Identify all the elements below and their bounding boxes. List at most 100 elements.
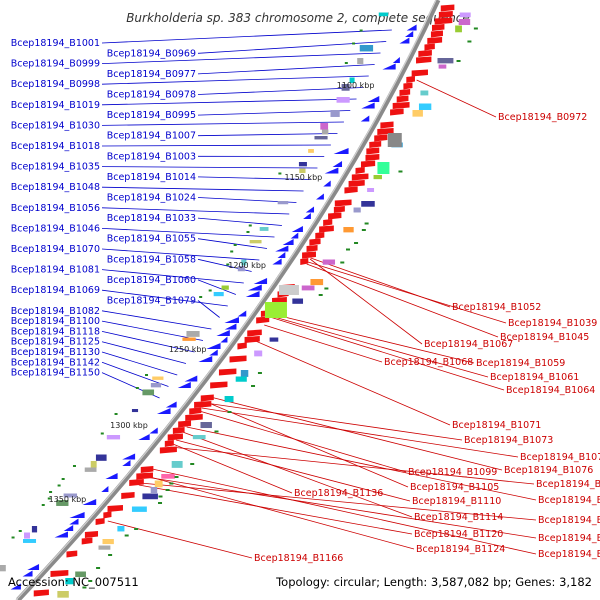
gene-label-right[interactable]: Bcep18194_B1103 <box>538 549 600 560</box>
feature-block-42 <box>412 110 423 117</box>
forward-gene-84 <box>291 226 303 232</box>
feature-block-22 <box>437 58 454 64</box>
reverse-gene-38 <box>392 102 410 109</box>
gene-label-left[interactable]: Bcep18194_B1019 <box>11 100 100 111</box>
gene-label-right[interactable]: Bcep18194_B1067 <box>424 339 513 350</box>
feature-block-30 <box>349 77 355 83</box>
gene-label-right[interactable]: Bcep18194_B1068 <box>384 357 473 368</box>
gene-label-left[interactable]: Bcep18194_B1070 <box>11 244 100 255</box>
gene-label-left[interactable]: Bcep18194_B1118 <box>11 326 100 337</box>
gene-label-left[interactable]: Bcep18194_B1007 <box>107 131 196 142</box>
reverse-gene-60 <box>355 167 365 174</box>
gene-label-right[interactable]: Bcep18194_B1071 <box>452 420 541 431</box>
forward-gene-139 <box>209 349 218 356</box>
gene-label-left[interactable]: Bcep18194_B1100 <box>11 316 100 327</box>
gene-label-right[interactable]: Bcep18194_B1114 <box>414 512 503 523</box>
gene-label-right[interactable]: Bcep18194_B1136 <box>294 488 383 499</box>
green-mark-98 <box>346 248 351 251</box>
reverse-gene-165 <box>185 414 203 421</box>
gene-label-left[interactable]: Bcep18194_B0995 <box>107 110 196 121</box>
reverse-gene-35 <box>396 95 409 103</box>
gene-label-left[interactable]: Bcep18194_B1018 <box>11 141 100 152</box>
gene-label-left[interactable]: Bcep18194_B1058 <box>107 254 196 265</box>
feature-block-210 <box>131 506 147 512</box>
gene-label-left[interactable]: Bcep18194_B1125 <box>11 337 100 348</box>
gene-label-right[interactable]: Bcep18194_B1120 <box>414 529 503 540</box>
gene-label-right[interactable]: Bcep18194_B1074 <box>520 452 600 463</box>
reverse-gene-20 <box>416 56 432 64</box>
gene-label-right[interactable]: Bcep18194_B1099 <box>408 467 497 478</box>
feature-block-105 <box>241 259 247 266</box>
gene-label-right[interactable]: Bcep18194_B1076 <box>504 465 593 476</box>
forward-gene-161 <box>156 408 171 414</box>
gene-label-left[interactable]: Bcep18194_B1055 <box>107 234 196 245</box>
feature-highlight-3 <box>387 133 402 147</box>
gene-label-left[interactable]: Bcep18194_B1130 <box>11 347 100 358</box>
reverse-gene-29 <box>406 76 415 83</box>
feature-block-140 <box>254 350 263 357</box>
gene-label-right[interactable]: Bcep18194_B1110 <box>412 496 501 507</box>
forward-gene-151 <box>177 382 191 388</box>
gene-label-right[interactable]: Bcep18194_B1064 <box>506 385 595 396</box>
gene-label-right[interactable]: Bcep18194_B1045 <box>500 332 589 343</box>
gene-label-left[interactable]: Bcep18194_B1081 <box>11 265 100 276</box>
feature-block-74 <box>277 201 289 205</box>
green-mark-194 <box>169 482 174 485</box>
gene-label-left[interactable]: Bcep18194_B1056 <box>11 203 100 214</box>
feature-block-227 <box>22 539 37 543</box>
gene-label-left[interactable]: Bcep18194_B1069 <box>11 285 100 296</box>
gene-label-right[interactable]: Bcep18194_B1166 <box>254 553 343 564</box>
green-mark-183 <box>190 463 195 465</box>
green-mark-87 <box>361 229 366 231</box>
gene-label-left[interactable]: Bcep18194_B1035 <box>11 162 100 173</box>
gene-label-left[interactable]: Bcep18194_B1024 <box>107 193 196 204</box>
gene-label-left[interactable]: Bcep18194_B1046 <box>11 223 100 234</box>
gene-label-left[interactable]: Bcep18194_B1150 <box>11 368 100 379</box>
green-mark-184 <box>72 465 76 467</box>
chromosome-backbone <box>16 0 441 600</box>
feature-block-167 <box>200 422 212 429</box>
green-mark-146 <box>145 374 149 376</box>
green-mark-199 <box>49 491 53 493</box>
gene-label-right[interactable]: Bcep18194_B1105 <box>410 482 499 493</box>
green-mark-63 <box>398 170 403 173</box>
reverse-gene-65 <box>351 173 369 181</box>
gene-label-left[interactable]: Bcep18194_B1003 <box>107 151 196 162</box>
gene-label-left[interactable]: Bcep18194_B0977 <box>107 69 196 80</box>
gene-label-left[interactable]: Bcep18194_B1030 <box>11 120 100 131</box>
green-mark-164 <box>114 413 118 415</box>
gene-label-right[interactable]: Bcep18194_B1059 <box>476 358 565 369</box>
gene-label-left[interactable]: Bcep18194_B1142 <box>11 357 100 368</box>
gene-label-right[interactable]: Bcep18194_B1061 <box>490 372 579 383</box>
gene-label-right[interactable]: Bcep18194_B1085 <box>538 495 600 506</box>
gene-label-left[interactable]: Bcep18194_B1082 <box>11 306 100 317</box>
gene-label-left[interactable]: Bcep18194_B1014 <box>107 172 196 183</box>
feature-block-144 <box>240 370 249 377</box>
gene-label-left[interactable]: Bcep18194_B0969 <box>107 48 196 59</box>
forward-gene-54 <box>333 148 349 154</box>
accession-text: Accession: NC_007511 <box>8 575 139 589</box>
forward-gene-36 <box>367 96 380 102</box>
gene-label-left[interactable]: Bcep18194_B1033 <box>107 213 196 224</box>
green-mark-81 <box>364 222 369 225</box>
forward-gene-21 <box>392 57 400 63</box>
gene-label-right[interactable]: Bcep18194_B1073 <box>464 435 553 446</box>
green-mark-163 <box>227 411 232 413</box>
gene-label-right[interactable]: Bcep18194_B1124 <box>416 544 505 555</box>
gene-label-left[interactable]: Bcep18194_B0998 <box>11 79 100 90</box>
forward-gene-61 <box>324 167 339 174</box>
gene-label-left[interactable]: Bcep18194_B0978 <box>107 90 196 101</box>
gene-label-right[interactable]: Bcep18194_B1090 <box>538 515 600 526</box>
gene-label-right[interactable]: Bcep18194_B1097 <box>538 533 600 544</box>
forward-gene-90 <box>290 232 299 239</box>
gene-label-left[interactable]: Bcep18194_B0999 <box>11 59 100 70</box>
gene-label-left[interactable]: Bcep18194_B1048 <box>11 182 100 193</box>
gene-label-right[interactable]: Bcep18194_B1039 <box>508 318 597 329</box>
gene-label-right[interactable]: Bcep18194_B0972 <box>498 112 587 123</box>
gene-label-left[interactable]: Bcep18194_B1060 <box>107 275 196 286</box>
forward-gene-212 <box>69 512 85 518</box>
gene-label-right[interactable]: Bcep18194_B1052 <box>452 302 541 313</box>
gene-label-right[interactable]: Bcep18194_B1080 <box>536 479 600 490</box>
gene-label-left[interactable]: Bcep18194_B1001 <box>11 38 100 49</box>
gene-label-left[interactable]: Bcep18194_B1079 <box>107 296 196 307</box>
